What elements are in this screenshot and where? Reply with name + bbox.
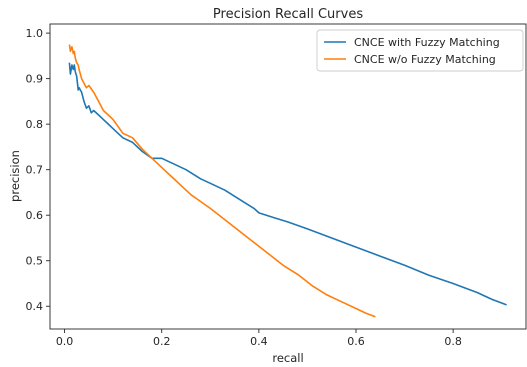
y-tick-label: 0.8 — [26, 118, 44, 131]
plot-area: 0.0 0.2 0.4 0.6 0.8 0.4 0.5 0.6 0.7 0.8 0.9 1.0 — [26, 23, 527, 348]
y-tick-label: 0.9 — [26, 73, 44, 86]
legend-label-1: CNCE w/o Fuzzy Matching — [354, 53, 496, 66]
y-tick-label: 0.4 — [26, 300, 44, 313]
y-tick-label: 0.5 — [26, 255, 44, 268]
x-tick-label: 0.4 — [250, 335, 268, 348]
series-line-1 — [68, 44, 376, 318]
x-tick-label: 0.6 — [347, 335, 365, 348]
y-axis-label: precision — [8, 150, 22, 202]
legend: CNCE with Fuzzy Matching CNCE w/o Fuzzy M… — [316, 29, 524, 72]
y-tick-label: 1.0 — [26, 27, 44, 40]
x-tick-label: 0.8 — [444, 335, 462, 348]
x-tick-label: 0.0 — [56, 335, 74, 348]
x-tick-label: 0.2 — [153, 335, 171, 348]
chart-title: Precision Recall Curves — [213, 7, 363, 22]
plot-frame — [49, 23, 527, 330]
y-tick-label: 0.7 — [26, 164, 44, 177]
legend-label-0: CNCE with Fuzzy Matching — [354, 36, 500, 49]
y-tick-label: 0.6 — [26, 209, 44, 222]
x-axis-label: recall — [272, 351, 303, 365]
legend-box — [316, 29, 524, 72]
series-line-0 — [68, 62, 507, 306]
